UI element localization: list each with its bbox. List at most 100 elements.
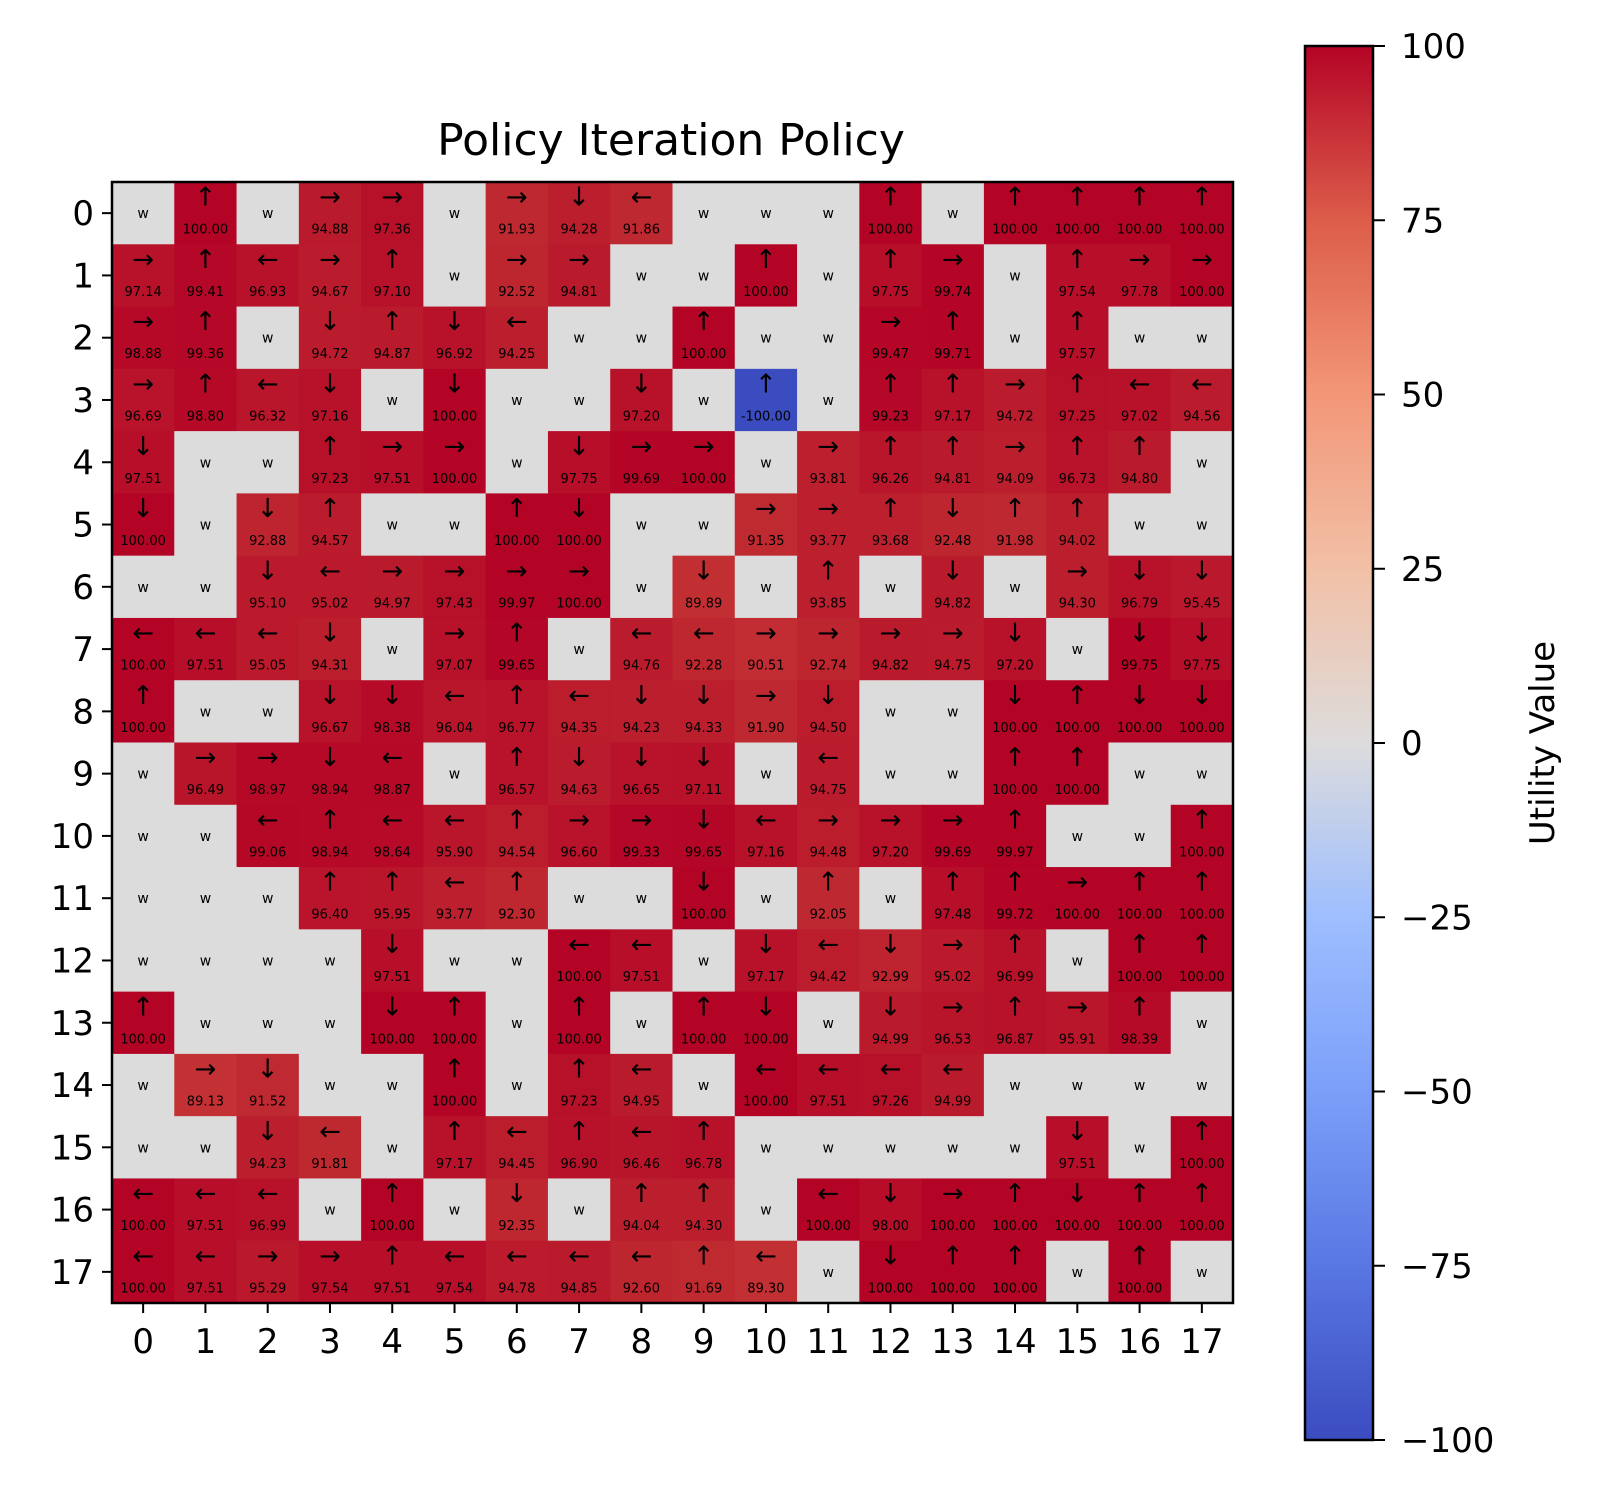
wall-cell [672, 182, 736, 245]
x-tick-label: 4 [381, 1322, 403, 1362]
utility-value: 97.20 [996, 659, 1033, 674]
wall-cell [547, 867, 611, 930]
state-cell [236, 244, 300, 308]
policy-arrow: ↑ [1129, 1179, 1151, 1209]
utility-value: 98.94 [311, 845, 348, 860]
utility-value: 92.48 [934, 534, 971, 549]
utility-value: 97.51 [810, 1095, 847, 1110]
state-cell [1170, 1178, 1234, 1242]
utility-value: 94.33 [685, 721, 722, 736]
policy-arrow: ← [817, 1055, 839, 1085]
wall-label: w [137, 767, 148, 783]
colorbar-tick-label: −75 [1401, 1247, 1473, 1287]
x-tick-label: 15 [1056, 1322, 1099, 1362]
state-cell [423, 431, 487, 494]
state-cell [236, 368, 300, 432]
state-cell [921, 368, 985, 432]
state-cell [983, 431, 1047, 494]
wall-label: w [698, 518, 709, 534]
state-cell [1108, 431, 1172, 494]
wall-cell [797, 368, 860, 432]
policy-arrow: ← [132, 1179, 154, 1209]
state-cell [174, 742, 238, 806]
utility-value: 94.99 [872, 1032, 909, 1047]
policy-arrow: ← [1191, 369, 1213, 399]
policy-arrow: ← [506, 307, 528, 337]
policy-arrow: ← [630, 183, 652, 213]
wall-cell [610, 306, 674, 370]
wall-label: w [885, 767, 896, 783]
state-cell [112, 493, 175, 557]
policy-arrow: ↓ [1129, 556, 1151, 586]
state-cell [921, 306, 985, 370]
y-tick-label: 11 [51, 879, 94, 919]
policy-arrow: → [381, 183, 403, 213]
policy-arrow: ↑ [1191, 183, 1213, 213]
policy-arrow: → [132, 369, 154, 399]
utility-value: 89.30 [747, 1281, 784, 1296]
wall-cell [112, 804, 175, 868]
policy-arrow: ↓ [630, 369, 652, 399]
state-cell [361, 929, 424, 993]
state-cell [547, 680, 611, 744]
state-cell [1108, 244, 1172, 308]
wall-label: w [1134, 767, 1145, 783]
policy-arrow: ↓ [693, 681, 715, 711]
wall-cell [423, 493, 487, 557]
state-cell [1108, 680, 1172, 744]
state-cell [112, 368, 175, 432]
utility-value: 97.10 [374, 285, 411, 300]
y-tick-label: 16 [51, 1191, 94, 1231]
state-cell [734, 991, 798, 1055]
wall-cell [547, 368, 611, 432]
utility-value: 99.06 [249, 845, 286, 860]
policy-arrow: ← [257, 245, 279, 275]
state-cell [112, 617, 175, 681]
state-cell [672, 1178, 736, 1242]
utility-value: 99.65 [685, 845, 722, 860]
utility-value: 94.48 [810, 845, 847, 860]
policy-arrow: ← [755, 1055, 777, 1085]
policy-arrow: ↑ [1191, 1179, 1213, 1209]
state-cell [672, 555, 736, 619]
state-cell [797, 431, 860, 494]
state-cell [361, 742, 424, 806]
wall-cell [174, 867, 238, 930]
utility-value: 100.00 [1117, 721, 1163, 736]
wall-label: w [573, 393, 584, 409]
utility-value: 98.80 [187, 410, 224, 425]
x-tick-label: 6 [506, 1322, 528, 1362]
wall-label: w [573, 331, 584, 347]
state-cell [174, 306, 238, 370]
wall-cell [1170, 1053, 1234, 1117]
policy-arrow: ↑ [1066, 494, 1088, 524]
state-cell [174, 1240, 238, 1304]
utility-value: 100.00 [120, 659, 166, 674]
policy-arrow: ↑ [817, 868, 839, 898]
wall-label: w [1072, 829, 1083, 845]
state-cell [547, 929, 611, 993]
policy-arrow: → [693, 432, 715, 462]
utility-value: 96.46 [623, 1157, 660, 1172]
state-cell [1108, 182, 1172, 245]
wall-label: w [449, 518, 460, 534]
policy-arrow: ← [568, 681, 590, 711]
chart-title: Policy Iteration Policy [437, 115, 905, 166]
utility-value: 96.26 [872, 472, 909, 487]
state-cell [485, 182, 549, 245]
state-cell [1170, 368, 1234, 432]
utility-value: 94.28 [560, 223, 597, 238]
state-cell [485, 804, 549, 868]
state-cell [610, 617, 674, 681]
x-tick-label: 7 [568, 1322, 590, 1362]
state-cell [1170, 929, 1234, 993]
utility-value: 100.00 [1179, 285, 1225, 300]
policy-arrow: ↑ [195, 245, 217, 275]
state-cell [797, 1178, 860, 1242]
policy-arrow: ↑ [693, 1179, 715, 1209]
utility-value: 100.00 [868, 223, 914, 238]
wall-cell [112, 742, 175, 806]
utility-value: 96.93 [249, 285, 286, 300]
wall-label: w [1072, 1265, 1083, 1281]
